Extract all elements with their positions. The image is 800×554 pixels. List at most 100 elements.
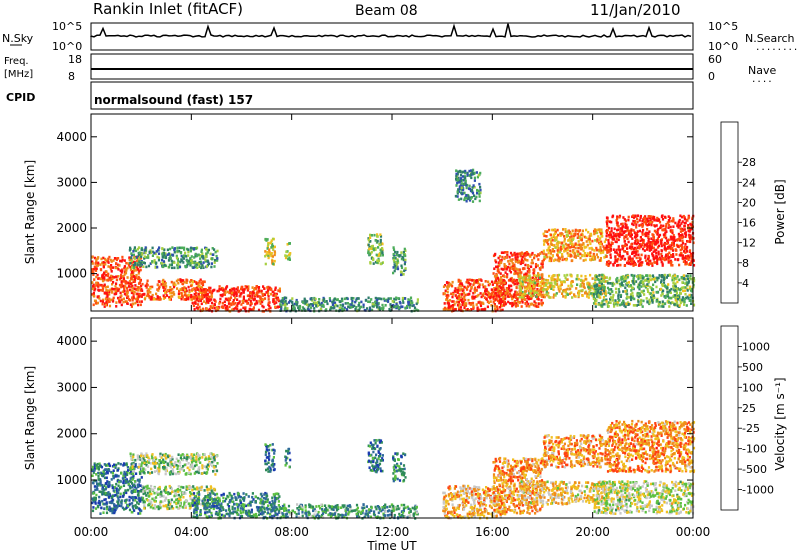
power-echo-cell-12 — [579, 283, 582, 286]
power-echo-cell-12 — [532, 294, 535, 298]
power-echo-cell-9 — [485, 298, 488, 301]
power-echo-cell-2 — [159, 298, 162, 301]
power-echo-cell-3 — [217, 305, 220, 309]
power-echo-cell-14 — [618, 251, 621, 254]
power-echo-cell-15 — [615, 280, 618, 283]
power-echo-cell-8 — [394, 267, 397, 270]
power-echo-cell-10 — [467, 197, 470, 201]
power-echo-cell-15 — [600, 301, 603, 305]
power-echo-cell-8 — [392, 252, 395, 256]
velocity-echo-cell-0 — [91, 501, 94, 505]
power-echo-cell-14 — [633, 242, 637, 245]
power-echo-cell-6 — [297, 308, 301, 312]
power-echo-cell-11 — [541, 265, 544, 269]
power-echo-cell-14 — [633, 215, 636, 218]
power-echo-cell-15 — [601, 305, 604, 308]
power-echo-cell-10 — [458, 190, 461, 193]
power-echo-cell-2 — [146, 294, 149, 298]
power-echo-cell-11 — [509, 258, 512, 262]
power-echo-cell-13 — [585, 245, 588, 249]
power-echo-cell-0 — [95, 267, 98, 270]
power-echo-cell-14 — [667, 238, 670, 242]
power-echo-cell-15 — [633, 297, 636, 301]
power-echo-cell-0 — [101, 276, 104, 280]
power-echo-cell-13 — [554, 237, 557, 240]
power-echo-cell-12 — [551, 285, 554, 288]
power-echo-cell-1 — [145, 265, 148, 269]
power-echo-cell-2 — [179, 278, 182, 281]
power-echo-cell-2 — [145, 286, 148, 289]
power-echo-cell-1 — [198, 254, 201, 257]
power-echo-cell-10 — [472, 184, 475, 187]
power-echo-cell-14 — [645, 231, 648, 235]
power-echo-cell-3 — [249, 292, 252, 295]
power-echo-cell-15 — [666, 293, 669, 296]
power-echo-cell-4 — [264, 250, 267, 253]
power-echo-cell-12 — [566, 273, 569, 277]
power-echo-cell-1 — [144, 246, 147, 249]
power-echo-cell-2 — [169, 288, 172, 292]
power-echo-cell-14 — [636, 239, 639, 243]
power-echo-cell-12 — [571, 296, 574, 299]
power-echo-cell-11 — [524, 254, 527, 257]
power-echo-cell-14 — [623, 264, 626, 267]
power-echo-cell-6 — [292, 305, 295, 308]
power-echo-cell-15 — [629, 295, 633, 299]
power-echo-cell-14 — [666, 245, 670, 249]
power-echo-cell-11 — [509, 277, 512, 281]
power-echo-cell-15 — [596, 295, 599, 298]
power-echo-cell-15 — [672, 285, 675, 288]
power-echo-cell-13 — [574, 229, 577, 233]
power-echo-cell-6 — [323, 297, 326, 301]
power-echo-cell-11 — [526, 264, 529, 267]
power-echo-cell-6 — [410, 301, 413, 305]
power-echo-cell-0 — [92, 286, 95, 289]
power-echo-cell-0 — [95, 261, 98, 264]
power-echo-cell-10 — [479, 171, 482, 175]
power-echo-cell-0 — [102, 279, 105, 283]
power-echo-cell-13 — [589, 232, 593, 236]
power-echo-cell-0 — [111, 300, 115, 303]
power-echo-cell-4 — [273, 251, 277, 255]
power-echo-cell-6 — [291, 308, 294, 312]
power-echo-cell-3 — [205, 297, 208, 300]
power-echo-cell-13 — [557, 247, 560, 250]
power-echo-cell-5 — [288, 256, 291, 260]
power-echo-cell-6 — [378, 308, 381, 312]
power-echo-cell-3 — [249, 296, 252, 300]
power-echo-cell-3 — [201, 307, 205, 311]
power-echo-cell-15 — [686, 295, 689, 299]
power-echo-cell-6 — [394, 298, 398, 301]
power-echo-cell-3 — [197, 292, 200, 296]
power-echo-cell-0 — [122, 277, 125, 280]
power-echo-cell-15 — [685, 281, 688, 284]
power-echo-cell-15 — [602, 273, 605, 277]
power-echo-cell-3 — [244, 307, 247, 311]
power-echo-cell-0 — [91, 268, 94, 271]
power-echo-cell-15 — [615, 278, 618, 281]
power-echo-cell-9 — [446, 295, 449, 299]
power-echo-cell-3 — [251, 286, 254, 289]
power-echo-cell-10 — [464, 176, 467, 179]
power-echo-cell-14 — [660, 255, 664, 258]
power-echo-cell-0 — [132, 280, 135, 283]
power-echo-cell-0 — [99, 288, 102, 292]
power-echo-cell-14 — [646, 219, 650, 223]
power-echo-cell-3 — [278, 287, 281, 291]
power-echo-cell-1 — [137, 246, 141, 249]
power-echo-cell-14 — [641, 224, 644, 227]
power-echo-cell-14 — [612, 248, 615, 251]
power-echo-cell-15 — [648, 302, 651, 306]
power-echo-cell-14 — [672, 217, 675, 220]
power-echo-cell-14 — [641, 247, 645, 251]
power-echo-cell-11 — [523, 298, 526, 301]
power-echo-cell-11 — [510, 284, 513, 288]
power-echo-cell-14 — [638, 219, 641, 222]
power-echo-cell-11 — [512, 267, 515, 271]
power-echo-cell-6 — [353, 304, 356, 308]
power-echo-cell-11 — [492, 297, 495, 301]
power-echo-cell-14 — [606, 228, 609, 232]
power-echo-cell-15 — [675, 289, 678, 292]
power-echo-cell-0 — [137, 277, 140, 280]
power-echo-cell-0 — [129, 282, 132, 285]
